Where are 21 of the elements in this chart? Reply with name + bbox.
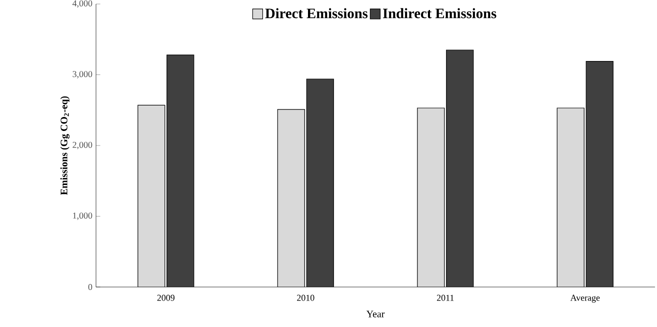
x-tick-label: 2009 <box>157 294 174 301</box>
y-axis-title: Emissions (Gg CO$_{2}$-eq) <box>60 96 70 195</box>
y-tick-label: 3,000 <box>72 71 92 78</box>
x-tick-label: 2011 <box>436 294 454 301</box>
y-tick-label: 2,000 <box>72 142 92 150</box>
x-axis-title: Year <box>366 310 385 318</box>
x-tick-label: 2010 <box>297 294 314 301</box>
bar <box>446 50 474 287</box>
y-tick-label: 1,000 <box>73 212 92 220</box>
bar <box>166 54 194 287</box>
bar <box>306 78 334 287</box>
bar <box>417 108 444 287</box>
legend-label: Direct Emissions <box>265 8 368 18</box>
bar <box>556 108 584 287</box>
y-tick-label: 4,000 <box>72 0 92 8</box>
y-tick-label: 0 <box>88 284 92 290</box>
legend-label: Indirect Emissions <box>382 8 496 18</box>
bar <box>138 105 165 287</box>
bar <box>278 109 305 287</box>
x-tick-label: Average <box>570 294 600 303</box>
bar <box>586 61 614 287</box>
